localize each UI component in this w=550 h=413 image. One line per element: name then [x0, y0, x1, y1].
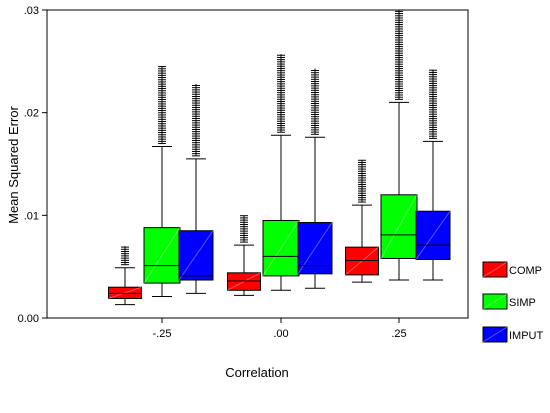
legend-item-imput: IMPUT [482, 326, 544, 343]
box-imput [297, 68, 333, 289]
box-body [345, 246, 379, 276]
box-simp [380, 10, 418, 281]
box-sheen [262, 220, 300, 277]
box-body [178, 230, 214, 281]
box-body [380, 194, 418, 259]
box-sheen [345, 246, 379, 276]
box-simp [143, 66, 181, 297]
box-simp [262, 54, 300, 291]
legend-swatch-sheen [482, 326, 508, 343]
legend: COMP SIMP IMPUT [482, 261, 544, 343]
box-imput [178, 83, 214, 294]
y-tick-label: 0.00 [18, 313, 39, 325]
legend-item-simp: SIMP [482, 293, 536, 310]
box-sheen [380, 194, 418, 259]
legend-label: SIMP [509, 297, 536, 309]
box-comp [108, 246, 142, 306]
axis-layer: 0.00 .01 .02 .03 -.25 .00 .25 [18, 5, 407, 340]
box-sheen [227, 272, 261, 291]
y-axis-title: Mean Squared Error [6, 105, 21, 223]
box-comp [345, 159, 379, 283]
x-tick-label: -.25 [153, 328, 172, 340]
legend-label: IMPUT [509, 330, 544, 342]
legend-swatch [482, 261, 508, 278]
legend-swatch-sheen [482, 261, 508, 278]
legend-item-comp: COMP [482, 261, 542, 278]
x-tick-label: .25 [391, 328, 406, 340]
box-sheen [108, 286, 142, 299]
box-body [227, 272, 261, 291]
y-tick-label: .01 [24, 210, 39, 222]
box-comp [227, 215, 261, 296]
y-tick-label: .02 [24, 108, 39, 120]
x-axis-title: Correlation [225, 365, 289, 380]
plot-frame [46, 9, 469, 319]
box-layer [108, 10, 451, 306]
legend-swatch [482, 326, 508, 343]
legend-swatch [482, 293, 508, 310]
box-sheen [143, 227, 181, 284]
box-imput [415, 69, 451, 281]
box-sheen [178, 230, 214, 281]
y-tick-label: .03 [24, 5, 39, 17]
box-sheen [415, 210, 451, 260]
x-tick-label: .00 [273, 328, 288, 340]
legend-label: COMP [509, 265, 542, 277]
box-body [108, 286, 142, 299]
legend-swatch-sheen [482, 293, 508, 310]
box-body [415, 210, 451, 260]
